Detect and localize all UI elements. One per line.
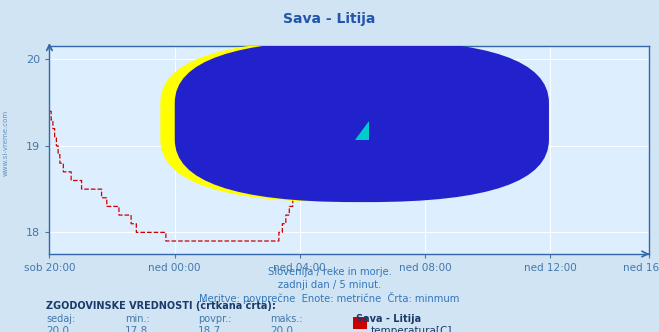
Text: 18,7: 18,7 [198, 326, 221, 332]
Text: min.:: min.: [125, 314, 150, 324]
Text: 20,0: 20,0 [46, 326, 69, 332]
Text: Slovenija / reke in morje.: Slovenija / reke in morje. [268, 267, 391, 277]
Polygon shape [355, 121, 369, 140]
Text: 17,8: 17,8 [125, 326, 148, 332]
Text: povpr.:: povpr.: [198, 314, 231, 324]
FancyBboxPatch shape [175, 40, 549, 202]
Text: 20,0: 20,0 [270, 326, 293, 332]
Text: sedaj:: sedaj: [46, 314, 75, 324]
Text: ZGODOVINSKE VREDNOSTI (črtkana črta):: ZGODOVINSKE VREDNOSTI (črtkana črta): [46, 300, 276, 311]
Text: www.si-vreme.com: www.si-vreme.com [2, 110, 9, 176]
Text: zadnji dan / 5 minut.: zadnji dan / 5 minut. [278, 280, 381, 290]
Text: maks.:: maks.: [270, 314, 302, 324]
Text: Meritve: povprečne  Enote: metrične  Črta: minmum: Meritve: povprečne Enote: metrične Črta:… [199, 292, 460, 304]
Text: temperatura[C]: temperatura[C] [370, 326, 452, 332]
Text: www.si-vreme.com: www.si-vreme.com [208, 143, 490, 169]
Text: Sava - Litija: Sava - Litija [356, 314, 421, 324]
FancyBboxPatch shape [160, 40, 534, 202]
Text: Sava - Litija: Sava - Litija [283, 12, 376, 26]
